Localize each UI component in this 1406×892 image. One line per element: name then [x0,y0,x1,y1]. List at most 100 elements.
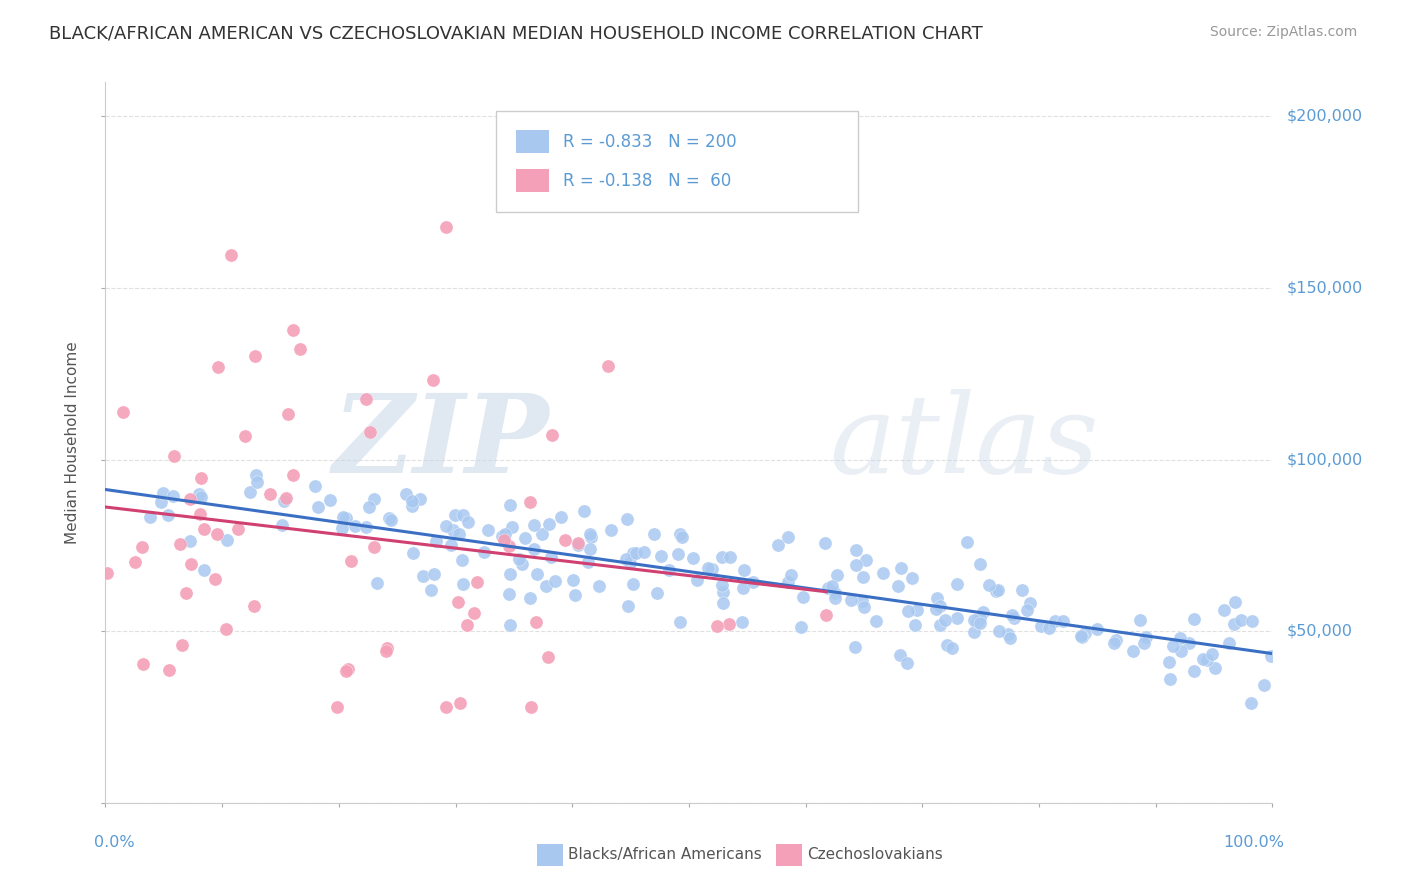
Point [643,527,665,541]
Point [1218,636,1240,650]
Point [215,623,238,637]
Point [380,513,402,527]
Point [1191,652,1213,666]
Point [616,511,638,525]
Point [499,618,522,632]
Point [600,523,623,537]
Point [434,519,457,533]
Text: BLACK/AFRICAN AMERICAN VS CZECHOSLOVAKIAN MEDIAN HOUSEHOLD INCOME CORRELATION CH: BLACK/AFRICAN AMERICAN VS CZECHOSLOVAKIA… [49,25,983,43]
Point [335,510,357,524]
Point [375,640,398,655]
Point [814,535,837,549]
Point [1161,639,1184,653]
Point [614,551,637,566]
Point [1253,677,1275,691]
Text: $50,000: $50,000 [1286,624,1353,639]
Point [617,599,640,613]
Point [270,517,292,532]
Point [395,487,418,501]
Point [513,531,536,545]
Point [731,615,754,629]
Point [925,602,948,616]
Point [567,538,589,552]
Point [340,554,363,568]
Point [845,543,868,558]
Point [697,560,720,574]
Point [319,493,342,508]
Y-axis label: Median Household Income: Median Household Income [65,341,80,544]
Point [997,627,1019,641]
Point [977,578,1000,592]
Point [550,510,572,524]
Point [132,657,155,671]
Point [174,585,197,599]
Point [824,586,846,600]
Point [523,541,546,556]
Point [499,566,522,581]
Point [889,648,911,662]
Point [564,588,586,602]
Point [969,611,991,625]
Point [375,643,398,657]
Point [718,549,741,564]
Point [283,468,305,483]
Point [887,578,910,592]
Point [969,615,991,630]
Point [157,663,180,677]
Point [499,498,522,512]
Point [1002,611,1025,625]
Point [332,521,354,535]
Point [669,527,692,541]
Point [872,566,894,581]
Point [377,511,399,525]
Point [645,585,668,599]
Point [188,507,211,521]
Point [941,640,963,655]
Point [1135,630,1157,644]
Point [188,486,211,500]
Point [402,545,425,559]
Point [579,541,602,556]
Point [273,493,295,508]
Point [904,618,927,632]
Point [246,475,269,490]
Point [896,656,918,670]
Point [956,534,979,549]
Point [969,558,991,572]
Point [449,527,471,541]
Point [498,539,520,553]
Text: $200,000: $200,000 [1286,109,1362,124]
Point [682,550,704,565]
Point [526,566,548,581]
Point [472,545,495,559]
Point [934,613,956,627]
Point [357,500,380,515]
Point [1129,613,1152,627]
Point [1157,655,1180,669]
Point [623,577,645,591]
Point [423,567,446,582]
Point [946,577,969,591]
Point [671,530,693,544]
Point [1204,661,1226,675]
Point [717,617,740,632]
Point [543,574,565,588]
Point [1223,617,1246,632]
Point [936,638,959,652]
Text: $100,000: $100,000 [1286,452,1362,467]
Point [742,575,765,590]
Point [963,614,986,628]
Point [449,696,471,710]
Point [1159,672,1181,686]
Point [170,638,193,652]
Point [928,599,950,614]
Point [815,608,838,623]
Point [1182,612,1205,626]
Point [619,556,641,570]
Point [456,617,478,632]
Point [624,546,647,560]
Point [465,575,488,590]
Point [928,618,950,632]
Point [731,581,754,595]
Point [817,582,839,596]
